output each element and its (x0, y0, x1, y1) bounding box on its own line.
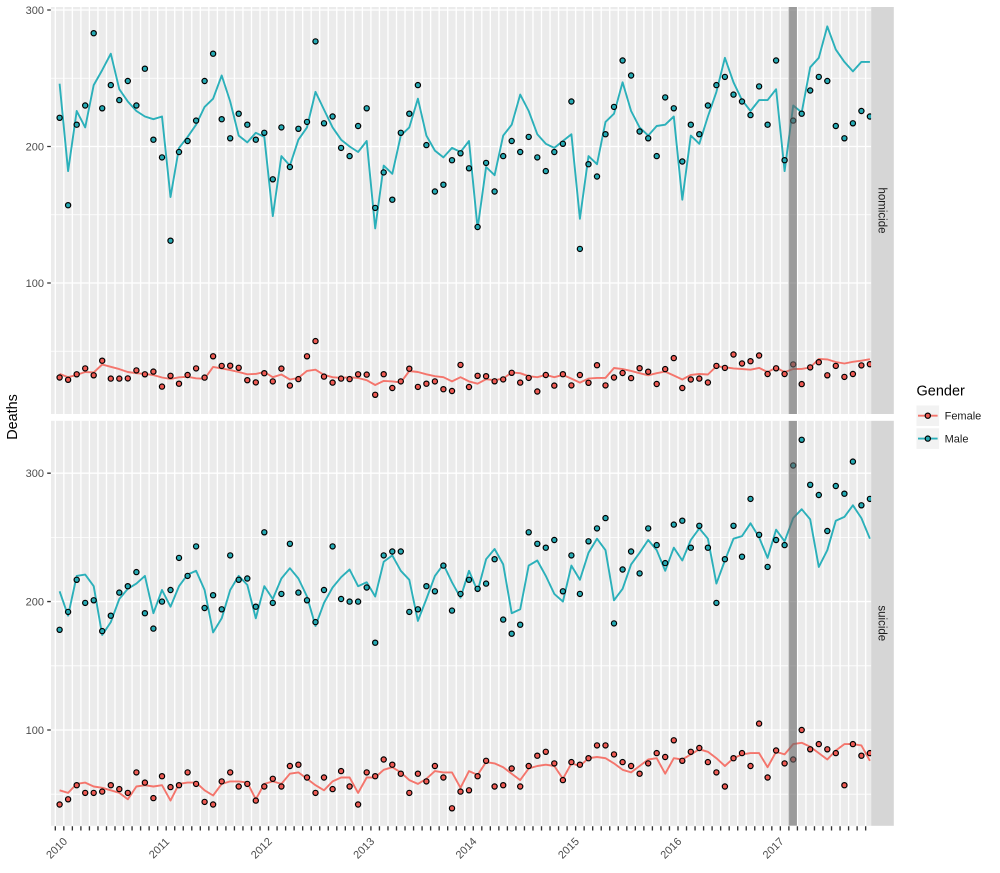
svg-text:Female: Female (945, 411, 982, 423)
svg-text:300: 300 (26, 468, 44, 480)
svg-text:Deaths: Deaths (5, 394, 21, 440)
svg-text:suicide: suicide (875, 605, 887, 641)
svg-text:homicide: homicide (875, 187, 887, 233)
svg-text:200: 200 (26, 597, 44, 609)
svg-text:Gender: Gender (917, 384, 966, 400)
svg-text:200: 200 (26, 141, 44, 153)
svg-text:Male: Male (945, 434, 969, 446)
svg-text:100: 100 (26, 725, 44, 737)
svg-text:100: 100 (26, 278, 44, 290)
svg-text:300: 300 (26, 5, 44, 17)
